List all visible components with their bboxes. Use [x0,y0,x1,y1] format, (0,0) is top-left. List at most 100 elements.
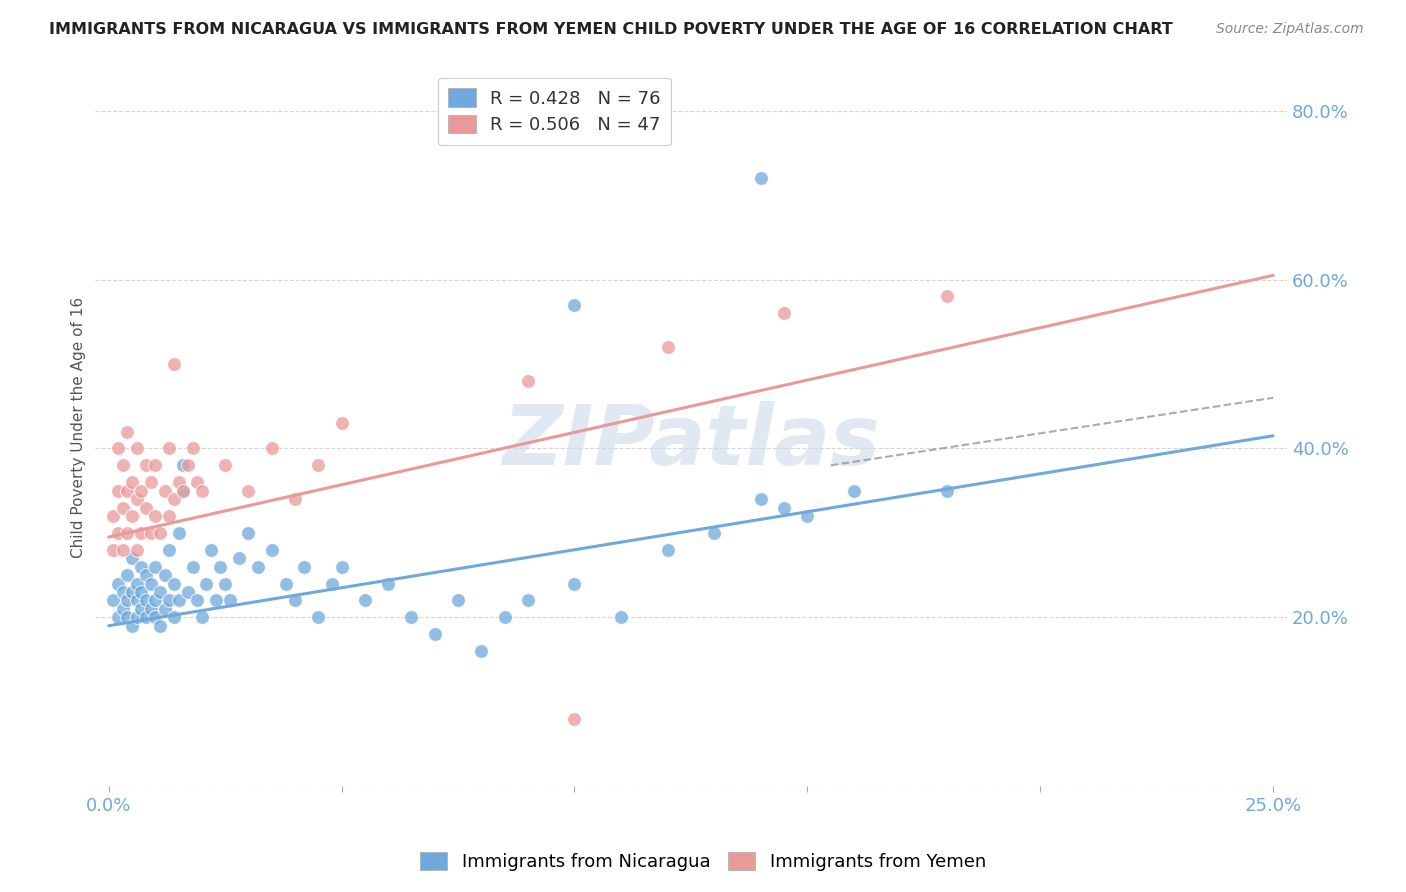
Point [214,458,236,473]
Point [186,593,208,607]
Point [111,585,134,599]
Point [354,593,377,607]
Point [177,458,200,473]
Point [143,559,166,574]
Point [773,500,796,515]
Point [125,576,148,591]
Point [177,585,200,599]
Text: IMMIGRANTS FROM NICARAGUA VS IMMIGRANTS FROM YEMEN CHILD POVERTY UNDER THE AGE O: IMMIGRANTS FROM NICARAGUA VS IMMIGRANTS … [49,22,1173,37]
Point [121,618,143,632]
Point [121,551,143,566]
Point [139,576,162,591]
Point [195,576,218,591]
Point [200,542,222,557]
Point [657,542,679,557]
Point [191,610,214,624]
Point [135,593,157,607]
Point [103,593,125,607]
Point [129,559,152,574]
Point [163,357,186,371]
Point [204,593,226,607]
Point [117,525,139,540]
Point [246,559,269,574]
Point [103,508,125,523]
Point [135,610,157,624]
Point [377,576,399,591]
Point [107,576,129,591]
Point [749,492,772,507]
Point [117,483,139,498]
Y-axis label: Child Poverty Under the Age of 16: Child Poverty Under the Age of 16 [72,297,86,558]
Point [121,585,143,599]
Point [209,559,232,574]
Point [191,483,214,498]
Point [163,610,186,624]
Point [749,171,772,186]
Point [139,475,162,490]
Point [149,618,172,632]
Point [117,610,139,624]
Point [260,442,283,456]
Point [129,602,152,616]
Point [167,475,190,490]
Point [121,508,143,523]
Point [163,576,186,591]
Point [228,551,250,566]
Point [143,593,166,607]
Point [260,542,283,557]
Point [125,442,148,456]
Point [157,442,180,456]
Point [516,593,538,607]
Point [139,525,162,540]
Point [149,525,172,540]
Point [172,483,194,498]
Point [610,610,633,624]
Point [214,576,236,591]
Point [307,458,329,473]
Point [167,525,190,540]
Point [936,289,959,303]
Legend: R = 0.428   N = 76, R = 0.506   N = 47: R = 0.428 N = 76, R = 0.506 N = 47 [437,78,671,145]
Point [564,298,586,312]
Point [330,416,353,430]
Point [111,542,134,557]
Point [143,508,166,523]
Point [143,458,166,473]
Point [107,610,129,624]
Point [703,525,725,540]
Point [796,508,818,523]
Point [125,610,148,624]
Point [157,542,180,557]
Point [139,602,162,616]
Point [129,483,152,498]
Point [135,500,157,515]
Point [107,483,129,498]
Point [321,576,343,591]
Point [125,593,148,607]
Point [117,568,139,582]
Point [181,559,204,574]
Point [135,458,157,473]
Point [307,610,329,624]
Point [284,593,307,607]
Point [238,525,260,540]
Point [129,585,152,599]
Point [121,475,143,490]
Point [238,483,260,498]
Point [107,442,129,456]
Point [401,610,423,624]
Point [157,593,180,607]
Point [149,585,172,599]
Point [157,508,180,523]
Point [564,712,586,726]
Point [172,458,194,473]
Point [292,559,315,574]
Point [218,593,240,607]
Point [172,483,194,498]
Point [153,483,176,498]
Point [842,483,865,498]
Point [494,610,516,624]
Point [163,492,186,507]
Text: ZIPatlas: ZIPatlas [502,401,880,483]
Point [470,644,492,658]
